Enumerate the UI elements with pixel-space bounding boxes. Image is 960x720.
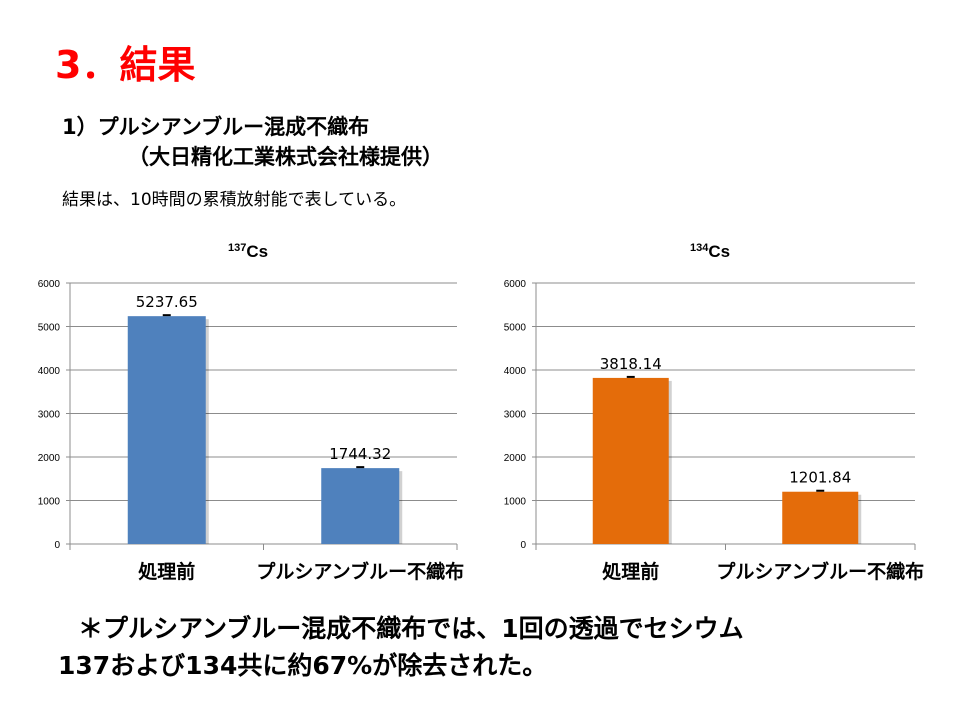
category-label: 処理前 <box>138 560 195 583</box>
chart-title: 137Cs <box>228 242 268 261</box>
subtitle-material: 1）プルシアンブルー混成不織布 <box>62 115 370 139</box>
slide-title: 3．結果 <box>55 43 196 87</box>
chart-title-superscript: 134 <box>690 242 709 254</box>
chart-title-superscript: 137 <box>228 242 246 254</box>
bar <box>782 491 859 544</box>
y-tick-label: 6000 <box>504 279 527 290</box>
category-label: 処理前 <box>602 560 659 583</box>
chart-title-text: Cs <box>246 242 268 261</box>
bar <box>592 377 669 544</box>
y-tick-label: 3000 <box>504 410 527 421</box>
data-label: 5237.65 <box>136 293 198 311</box>
chart-title-text: Cs <box>708 242 730 261</box>
category-label: プルシアンブルー不織布 <box>716 560 924 583</box>
bar <box>321 468 400 544</box>
data-label: 1744.32 <box>329 445 391 463</box>
y-tick-label: 6000 <box>38 279 61 290</box>
y-tick-label: 2000 <box>38 453 61 464</box>
data-label: 3818.14 <box>600 355 662 373</box>
conclusion-line-2: 137および134共に約67%が除去された。 <box>58 651 548 680</box>
bar <box>127 316 206 544</box>
category-label: プルシアンブルー不織布 <box>256 560 464 583</box>
result-note: 結果は、10時間の累積放射能で表している。 <box>62 190 407 210</box>
y-tick-label: 4000 <box>504 366 527 377</box>
subtitle-provider: （大日精化工業株式会社様提供） <box>128 145 443 169</box>
y-tick-label: 1000 <box>38 497 61 508</box>
conclusion-line-1: ＊プルシアンブルー混成不織布では、1回の透過でセシウム <box>78 614 744 643</box>
data-label: 1201.84 <box>789 469 851 487</box>
y-tick-label: 5000 <box>38 323 61 334</box>
y-tick-label: 1000 <box>504 497 527 508</box>
y-tick-label: 0 <box>520 540 526 551</box>
y-tick-label: 5000 <box>504 323 527 334</box>
chart-title: 134Cs <box>690 242 730 261</box>
y-tick-label: 0 <box>54 540 60 551</box>
y-tick-label: 4000 <box>38 366 61 377</box>
y-tick-label: 3000 <box>38 410 61 421</box>
y-tick-label: 2000 <box>504 453 527 464</box>
